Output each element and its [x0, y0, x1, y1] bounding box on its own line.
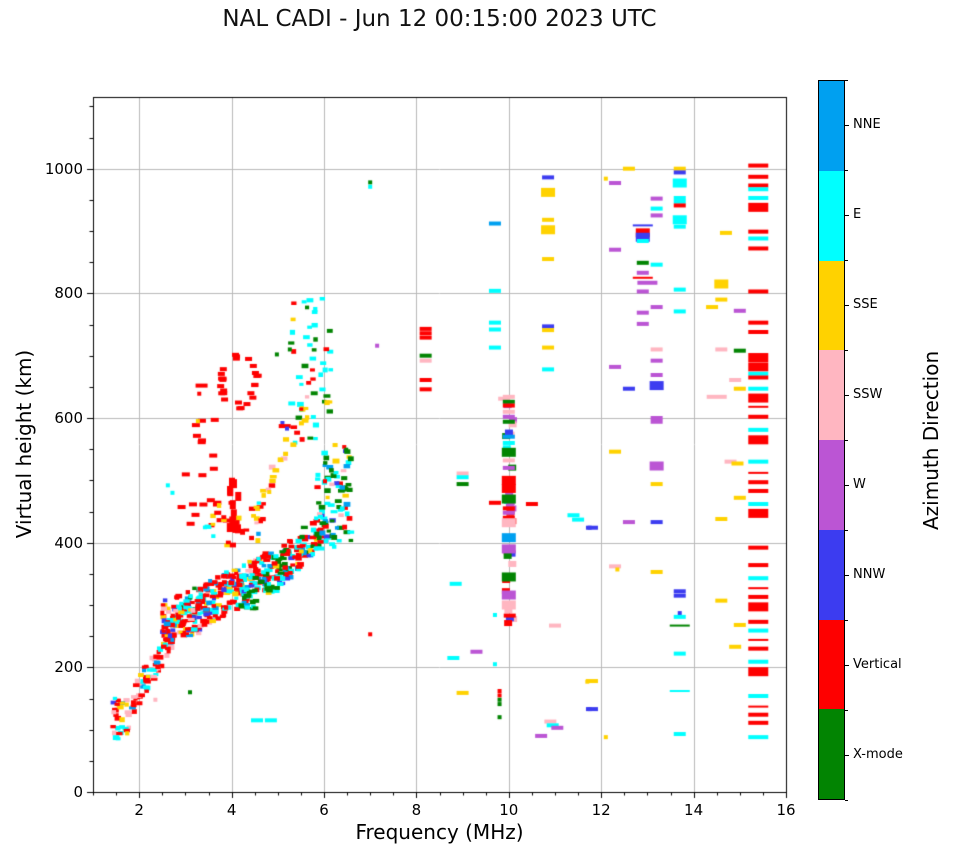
colorbar-tick: [845, 395, 849, 396]
colorbar-tick-label: SSE: [853, 297, 878, 312]
colorbar-boundary-tick: [845, 170, 848, 171]
x-tick-label: 6: [319, 801, 329, 819]
colorbar-tick-label: W: [853, 477, 866, 492]
x-tick-label: 12: [591, 801, 611, 819]
colorbar-segment-x-mode: [819, 709, 844, 799]
x-tick-label: 14: [684, 801, 704, 819]
colorbar-tick-label: Vertical: [853, 657, 902, 672]
colorbar-tick: [845, 665, 849, 666]
x-tick-label: 10: [499, 801, 519, 819]
colorbar-tick: [845, 305, 849, 306]
colorbar-boundary-tick: [845, 620, 848, 621]
colorbar-boundary-tick: [845, 800, 848, 801]
colorbar-segment-sse: [819, 260, 844, 351]
colorbar-segment-e: [819, 170, 844, 261]
colorbar-tick: [845, 215, 849, 216]
y-tick-label: 1000: [44, 159, 83, 178]
x-tick-label: 8: [411, 801, 422, 819]
y-tick-label: 200: [54, 658, 83, 677]
colorbar-segment-w: [819, 440, 844, 530]
colorbar-boundary-tick: [845, 80, 848, 81]
colorbar-tick-label: NNW: [853, 567, 886, 582]
colorbar-tick: [845, 755, 849, 756]
y-tick-label: 400: [54, 533, 83, 552]
colorbar-segment-vertical: [819, 619, 844, 710]
colorbar-boundary-tick: [845, 710, 848, 711]
colorbar-boundary-tick: [845, 260, 848, 261]
colorbar-label: Azimuth Direction: [919, 350, 943, 530]
x-tick-label: 4: [226, 801, 237, 819]
colorbar-tick-label: NNE: [853, 117, 881, 132]
colorbar-segment-nne: [819, 81, 844, 171]
colorbar: [818, 80, 845, 800]
x-axis-label: Frequency (MHz): [355, 820, 524, 844]
colorbar-tick-label: X-mode: [853, 747, 903, 762]
colorbar-boundary-tick: [845, 440, 848, 441]
y-axis-label: Virtual height (km): [12, 349, 36, 539]
chart-title: NAL CADI - Jun 12 00:15:00 2023 UTC: [222, 6, 657, 32]
colorbar-segment-nnw: [819, 529, 844, 620]
y-tick-label: 600: [54, 409, 83, 427]
colorbar-boundary-tick: [845, 350, 848, 351]
x-tick-label: 2: [134, 801, 144, 819]
colorbar-tick: [845, 125, 849, 126]
colorbar-tick: [845, 575, 849, 576]
y-tick-label: 0: [73, 783, 83, 801]
colorbar-boundary-tick: [845, 530, 848, 531]
colorbar-tick: [845, 485, 849, 486]
colorbar-segment-ssw: [819, 350, 844, 440]
colorbar-tick-label: SSW: [853, 387, 883, 402]
x-tick-label: 16: [776, 801, 796, 819]
y-tick-label: 800: [54, 284, 83, 303]
colorbar-tick-label: E: [853, 207, 862, 222]
